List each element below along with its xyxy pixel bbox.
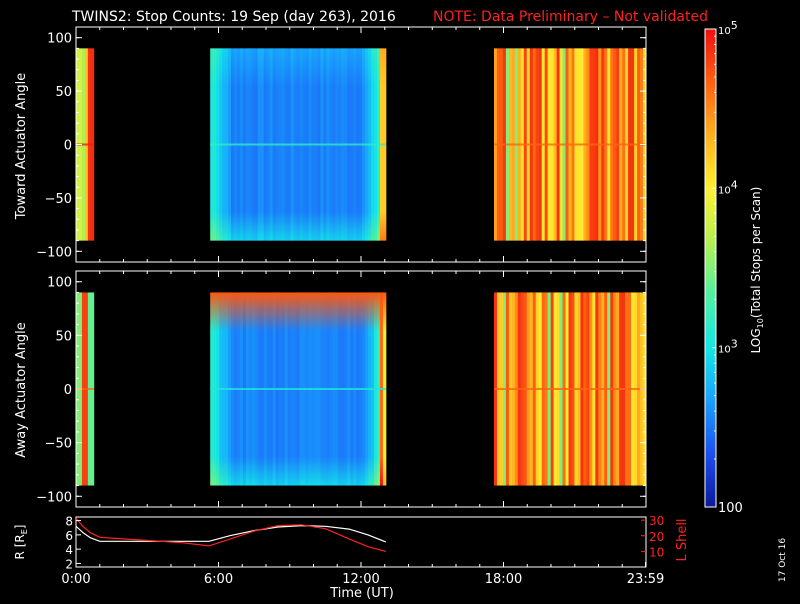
toward-ylabel: Toward Actuator Angle (14, 73, 29, 220)
ytick-label: −50 (45, 192, 72, 207)
lshell-series-line (75, 518, 387, 552)
orbit-ytick-label-left: 4 (65, 543, 73, 557)
orbit-ytick-label-left: 2 (65, 557, 73, 571)
colorbar-tick-label: 104 (718, 178, 738, 196)
heatmap-block-1 (210, 292, 387, 486)
orbit-ytick-label-left: 8 (65, 515, 73, 529)
colorbar-gradient (704, 28, 717, 508)
orbit-ylabel-left: R [RE] (13, 525, 29, 560)
ytick-label: 50 (55, 329, 72, 344)
ytick-label: 50 (55, 85, 72, 100)
orbit-ylabel-right: L Shell (675, 518, 690, 561)
colorbar: 105 104 103 100 (704, 19, 743, 516)
away-ylabel: Away Actuator Angle (14, 322, 29, 457)
orbit-ytick-label-right: 20 (649, 530, 664, 544)
colorbar-label: LOG10(Total Stops per Scan) (749, 187, 765, 354)
preliminary-note: NOTE: Data Preliminary – Not validated (433, 9, 708, 25)
ytick-label: −100 (36, 245, 72, 260)
orbit-ytick-label-right: 30 (649, 514, 664, 528)
ytick-label: −100 (36, 490, 72, 505)
orbit-ytick-label-left: 6 (65, 529, 73, 543)
ytick-label: 0 (64, 139, 72, 154)
colorbar-tick-label: 100 (718, 501, 743, 516)
away-heatmap-panel: 100 50 0 −50 −100 (36, 270, 647, 508)
orbit-xtick-label: 23:59 (627, 572, 664, 587)
colorbar-tick-label: 105 (718, 19, 738, 37)
orbit-xtick-label: 0:00 (61, 572, 90, 587)
orbit-frame (75, 516, 647, 568)
orbit-ytick-label-right: 10 (649, 545, 664, 559)
heatmap-block-2 (494, 48, 647, 241)
ytick-label: 0 (64, 383, 72, 398)
heatmap-block-2 (494, 292, 647, 486)
orbit-xlabel: Time (UT) (329, 586, 394, 600)
orbit-xtick-label: 6:00 (204, 572, 233, 587)
ytick-label: 100 (47, 276, 72, 291)
heatmap-block-1 (210, 48, 387, 241)
ytick-label: 100 (47, 32, 72, 47)
toward-heatmap-panel: 100 50 0 −50 −100 (36, 26, 647, 263)
ytick-label: −50 (45, 437, 72, 452)
radius-series-line (75, 524, 387, 543)
figure-title: TWINS2: Stop Counts: 19 Sep (day 263), 2… (71, 9, 396, 25)
side-date-label: 17 Oct 16 (778, 538, 788, 582)
orbit-xtick-label: 12:00 (342, 572, 379, 587)
colorbar-tick-label: 103 (718, 338, 738, 356)
orbit-xtick-label: 18:00 (485, 572, 522, 587)
